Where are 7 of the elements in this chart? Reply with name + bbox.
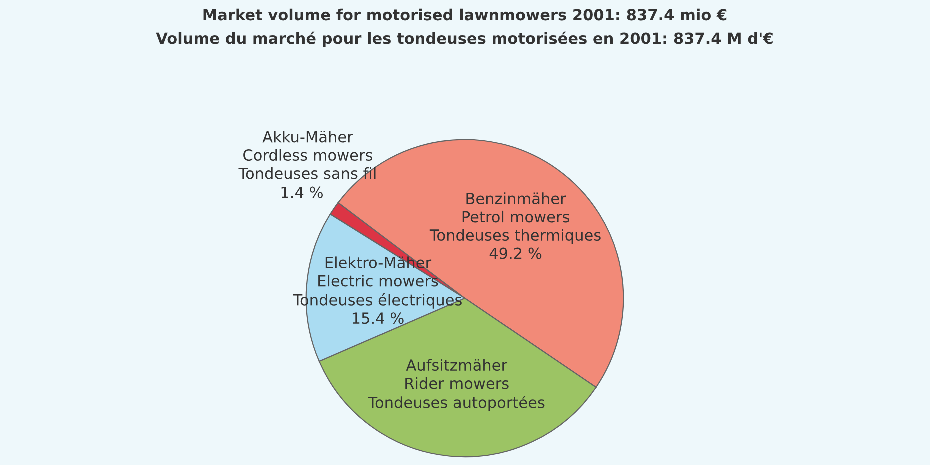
slice-label: Benzinmäher Petrol mowers Tondeuses thermiques	[430, 192, 601, 244]
chart-title: Market volume for motorised lawnmowers 2001: 837.4 mio €	[204, 8, 727, 21]
slice-label: Aufsitzmäher Rider mowers Tondeuses autoportées	[368, 359, 545, 412]
chart-subtitle: Volume du marché pour les tondeuses motorisées en 2001: 837.4 M d'€	[156, 32, 773, 48]
data-label: 15.4 %	[352, 312, 404, 324]
data-label: 49.2 %	[490, 248, 542, 260]
data-label: 1.4 %	[282, 186, 323, 198]
